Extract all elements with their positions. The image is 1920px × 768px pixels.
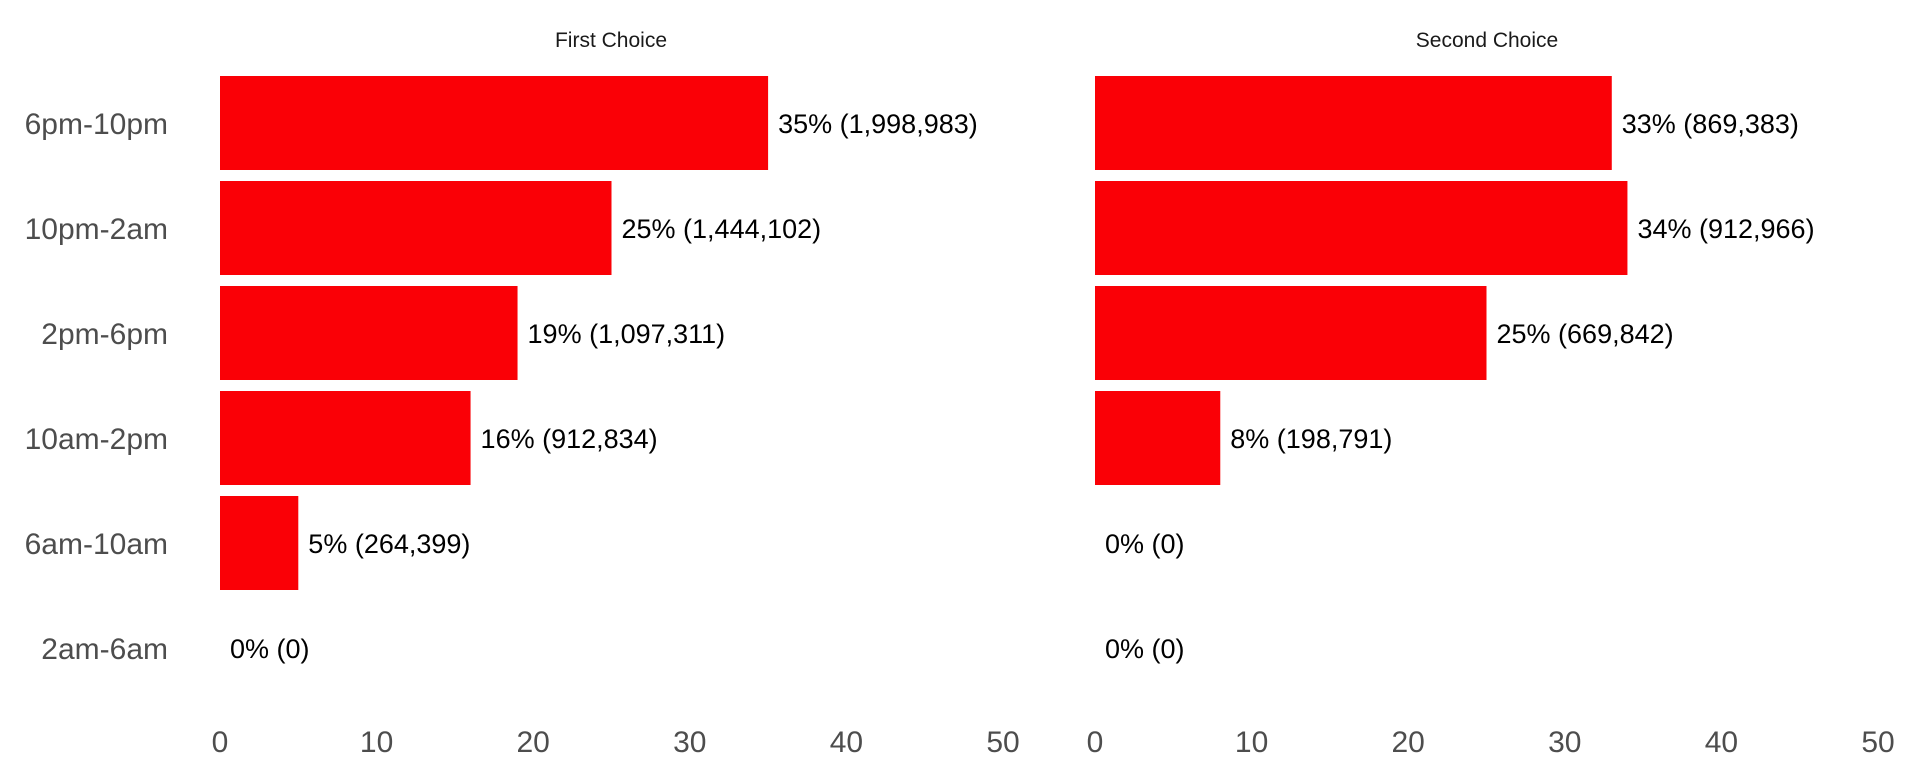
panel-second-choice: Second Choice 33% (869,383) 34% (912,966)…	[1087, 29, 1895, 759]
x-tick-label: 0	[212, 726, 229, 759]
x-tick-label: 30	[1548, 726, 1581, 759]
data-label: 25% (1,444,102)	[622, 214, 822, 244]
x-tick-label: 10	[1235, 726, 1268, 759]
bar	[220, 286, 518, 380]
panel-title: Second Choice	[1416, 29, 1558, 52]
data-label: 19% (1,097,311)	[528, 319, 726, 349]
category-label: 10pm-2am	[25, 213, 168, 246]
category-label: 10am-2pm	[25, 423, 168, 456]
data-label: 8% (198,791)	[1230, 424, 1392, 454]
bar	[220, 391, 471, 485]
data-label: 34% (912,966)	[1637, 214, 1814, 244]
data-label: 33% (869,383)	[1622, 109, 1799, 139]
category-label: 6pm-10pm	[25, 108, 168, 141]
bar	[1095, 286, 1487, 380]
bar	[220, 181, 612, 275]
data-label: 16% (912,834)	[481, 424, 658, 454]
data-label: 5% (264,399)	[308, 529, 470, 559]
data-label: 35% (1,998,983)	[778, 109, 978, 139]
x-tick-label: 40	[830, 726, 863, 759]
bar	[1095, 76, 1612, 170]
bar	[220, 76, 769, 170]
x-tick-label: 40	[1705, 726, 1738, 759]
x-tick-label: 30	[673, 726, 706, 759]
data-label: 0% (0)	[1105, 529, 1185, 559]
data-label: 0% (0)	[230, 634, 310, 664]
data-label: 25% (669,842)	[1497, 319, 1674, 349]
category-label: 2pm-6pm	[41, 318, 168, 351]
bar	[1095, 181, 1628, 275]
panel-title: First Choice	[555, 29, 667, 52]
bar	[1095, 391, 1221, 485]
data-label: 0% (0)	[1105, 634, 1185, 664]
x-tick-label: 0	[1087, 726, 1104, 759]
x-tick-label: 50	[986, 726, 1019, 759]
panel-first-choice: First Choice 6pm-10pm 35% (1,998,983) 10pm…	[25, 29, 1020, 759]
x-tick-label: 20	[517, 726, 550, 759]
category-label: 6am-10am	[25, 528, 168, 561]
bar	[220, 496, 299, 590]
category-label: 2am-6am	[41, 633, 168, 666]
x-tick-label: 50	[1861, 726, 1894, 759]
x-tick-label: 20	[1392, 726, 1425, 759]
x-tick-label: 10	[360, 726, 393, 759]
